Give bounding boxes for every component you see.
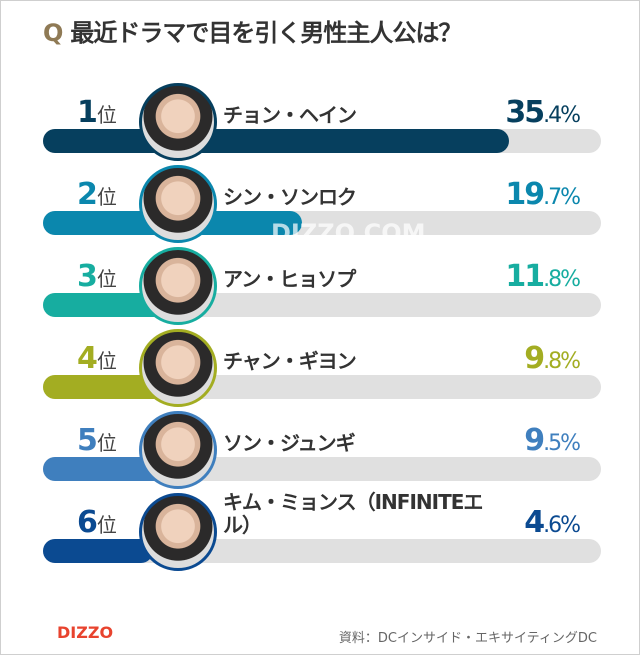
q-mark: Q <box>43 19 63 47</box>
category-label: チャン・ギヨン <box>223 349 357 373</box>
value-label: 4.6% <box>524 505 581 540</box>
category-label: ソン・ジュンギ <box>223 431 356 455</box>
rank-suffix: 位 <box>96 185 117 209</box>
source-note: 資料：DCインサイド・エキサイティングDC <box>338 631 597 646</box>
value-integer: 19 <box>505 177 545 212</box>
value-decimal: .7% <box>543 185 581 210</box>
dizzo-logo: DIZZO <box>57 623 114 642</box>
bar-track <box>43 293 601 317</box>
rank-suffix: 位 <box>96 513 117 537</box>
bar-track <box>43 457 601 481</box>
value-label: 9.5% <box>524 423 581 458</box>
value-decimal: .8% <box>543 349 581 374</box>
category-label: シン・ソンロク <box>223 185 357 209</box>
rank-suffix: 位 <box>96 103 117 127</box>
bar-track <box>43 375 601 399</box>
bar <box>43 129 509 153</box>
value-label: 9.8% <box>524 341 581 376</box>
avatar <box>139 411 217 489</box>
value-integer: 4 <box>524 505 545 540</box>
rank-label: 1位 <box>77 95 117 130</box>
page-title: Q 最近ドラマで目を引く男性主人公は？ <box>43 13 462 48</box>
value-integer: 9 <box>524 423 545 458</box>
rank-number: 4 <box>77 341 98 376</box>
chart-row: 3位 アン・ヒョソプ 11.8% <box>1 247 639 341</box>
rank-label: 5位 <box>77 423 117 458</box>
rank-number: 1 <box>77 95 98 130</box>
value-decimal: .4% <box>543 103 581 128</box>
chart-row: 1位 チョン・ヘイン 35.4% <box>1 83 639 177</box>
chart-row: 2位 シン・ソンロク 19.7% <box>1 165 639 259</box>
value-label: 19.7% <box>505 177 581 212</box>
rank-label: 3位 <box>77 259 117 294</box>
avatar <box>139 165 217 243</box>
category-label: アン・ヒョソプ <box>223 267 356 291</box>
bar-track <box>43 539 601 563</box>
value-integer: 35 <box>505 95 545 130</box>
avatar <box>139 247 217 325</box>
avatar <box>139 329 217 407</box>
rank-number: 5 <box>77 423 98 458</box>
rank-number: 2 <box>77 177 98 212</box>
rank-suffix: 位 <box>96 431 117 455</box>
rank-number: 6 <box>77 505 98 540</box>
category-label: チョン・ヘイン <box>223 103 357 127</box>
rank-suffix: 位 <box>96 267 117 291</box>
bar <box>43 539 153 563</box>
chart-row: 4位 チャン・ギヨン 9.8% <box>1 329 639 423</box>
watermark: DIZZO.COM <box>271 219 426 247</box>
category-label: キム・ミョンス（INFINITEエル） <box>223 490 483 537</box>
rank-label: 2位 <box>77 177 117 212</box>
rank-number: 3 <box>77 259 98 294</box>
chart-row: 6位 キム・ミョンス（INFINITEエル） 4.6% <box>1 491 639 587</box>
value-decimal: .6% <box>543 513 581 538</box>
value-label: 35.4% <box>505 95 581 130</box>
rank-suffix: 位 <box>96 349 117 373</box>
avatar <box>139 493 217 571</box>
avatar <box>139 83 217 161</box>
rank-label: 4位 <box>77 341 117 376</box>
value-integer: 11 <box>505 259 545 294</box>
chart-row: 5位 ソン・ジュンギ 9.5% <box>1 411 639 505</box>
title-text: 最近ドラマで目を引く男性主人公は？ <box>70 19 462 47</box>
value-label: 11.8% <box>505 259 581 294</box>
value-integer: 9 <box>524 341 545 376</box>
value-decimal: .5% <box>543 431 581 456</box>
bar-track <box>43 129 601 153</box>
rank-label: 6位 <box>77 505 117 540</box>
value-decimal: .8% <box>543 267 581 292</box>
